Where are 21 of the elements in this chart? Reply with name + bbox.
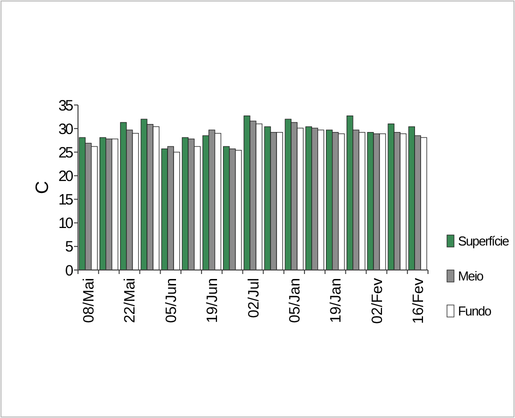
y-tick-label: 20 — [58, 168, 74, 185]
x-tick-label: 16/Fev — [410, 278, 427, 324]
legend-label: Meio — [458, 268, 484, 284]
y-tick-label: 35 — [58, 97, 74, 114]
x-tick-label: 02/Jul — [245, 278, 262, 318]
y-tick-label: 5 — [65, 238, 74, 256]
y-tick-label: 30 — [58, 120, 74, 138]
x-tick-label: 02/Fev — [368, 278, 386, 324]
y-tick-label: 25 — [58, 144, 74, 162]
y-axis-title: C — [32, 181, 52, 194]
x-tick-label: 05/Jun — [162, 278, 180, 324]
x-tick-label: 05/Jan — [286, 278, 304, 324]
y-tick-label: 15 — [58, 192, 74, 209]
x-tick-label: 22/Mai — [122, 278, 139, 324]
x-tick-label: 19/Jan — [328, 278, 345, 324]
y-tick-label: 10 — [58, 215, 74, 232]
x-tick-label: 19/Jun — [204, 278, 222, 324]
legend-label: Fundo — [458, 304, 492, 319]
x-tick-label: 08/Mai — [80, 278, 98, 324]
y-tick-label: 0 — [65, 262, 74, 280]
legend-label: Superfície — [458, 234, 510, 249]
